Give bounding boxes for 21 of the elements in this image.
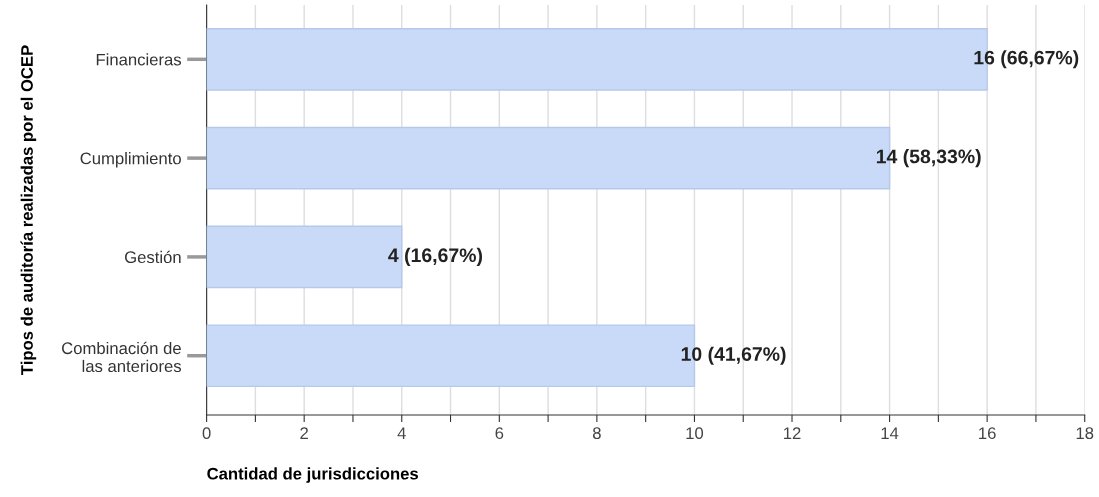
data-label: 14 (58,33%)	[876, 149, 981, 168]
x-tick-label: 18	[1076, 427, 1094, 440]
y-tick-label: Cumplimiento	[80, 152, 181, 168]
x-tick-label: 6	[495, 427, 504, 440]
data-label: 16 (66,67%)	[974, 50, 1079, 69]
y-axis-title: Tipos de auditoría realizadas por el OCEP	[20, 45, 37, 375]
y-tick-label: Financieras	[96, 53, 182, 66]
data-label: 10 (41,67%)	[681, 346, 786, 365]
x-tick-label: 10	[686, 427, 704, 440]
x-tick-label: 4	[397, 427, 406, 439]
x-tick-label: 8	[592, 427, 601, 440]
x-tick-label: 12	[784, 427, 801, 439]
x-tick-label: 16	[979, 427, 996, 440]
y-tick-label: Combinación de las anteriores	[62, 341, 182, 373]
x-tick-label: 2	[300, 427, 308, 439]
y-tick-label: Gestión	[125, 250, 181, 264]
x-tick-label: 14	[881, 427, 899, 439]
data-label: 4 (16,67%)	[388, 247, 482, 266]
bar	[206, 225, 403, 289]
x-axis-title: Cantidad de jurisdicciones	[207, 467, 419, 483]
x-tick-label: 0	[202, 427, 211, 440]
